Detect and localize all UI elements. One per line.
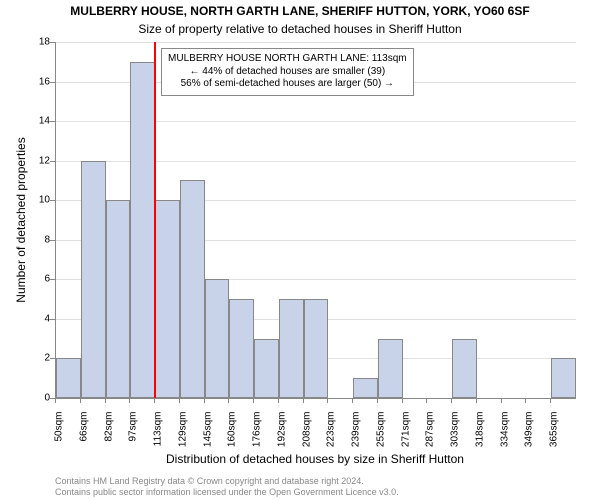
credits: Contains HM Land Registry data © Crown c… [55, 476, 575, 498]
histogram-bar [56, 358, 81, 398]
xtick-label: 208sqm [301, 412, 312, 472]
xtick-label: 176sqm [252, 412, 263, 472]
histogram-bar [378, 339, 403, 398]
ytick-label: 6 [20, 274, 50, 285]
ytick-label: 0 [20, 393, 50, 404]
ytick-mark [50, 42, 55, 43]
ytick-mark [50, 82, 55, 83]
ytick-mark [50, 121, 55, 122]
histogram-bar [254, 339, 279, 398]
ytick-mark [50, 319, 55, 320]
ytick-label: 16 [20, 76, 50, 87]
xtick-mark [377, 398, 378, 403]
xtick-label: 50sqm [54, 412, 65, 472]
annotation-line: 56% of semi-detached houses are larger (… [168, 78, 407, 91]
xtick-label: 145sqm [202, 412, 213, 472]
xtick-mark [55, 398, 56, 403]
histogram-bar [229, 299, 254, 398]
xtick-mark [303, 398, 304, 403]
ytick-mark [50, 279, 55, 280]
xtick-label: 255sqm [375, 412, 386, 472]
ytick-label: 4 [20, 313, 50, 324]
plot-area: MULBERRY HOUSE NORTH GARTH LANE: 113sqm←… [55, 42, 576, 399]
annotation-box: MULBERRY HOUSE NORTH GARTH LANE: 113sqm←… [161, 48, 414, 96]
xtick-label: 82sqm [103, 412, 114, 472]
xtick-label: 349sqm [524, 412, 535, 472]
xtick-mark [278, 398, 279, 403]
ytick-label: 10 [20, 195, 50, 206]
xtick-mark [352, 398, 353, 403]
ytick-mark [50, 200, 55, 201]
y-axis-label-wrap: Number of detached properties [14, 42, 28, 398]
xtick-label: 160sqm [227, 412, 238, 472]
annotation-line: ← 44% of detached houses are smaller (39… [168, 66, 407, 79]
xtick-label: 223sqm [326, 412, 337, 472]
xtick-label: 271sqm [400, 412, 411, 472]
histogram-bar [130, 62, 155, 398]
xtick-label: 239sqm [351, 412, 362, 472]
xtick-mark [327, 398, 328, 403]
histogram-bar [304, 299, 329, 398]
xtick-mark [426, 398, 427, 403]
histogram-bar [205, 279, 230, 398]
xtick-label: 113sqm [153, 412, 164, 472]
credits-line-1: Contains HM Land Registry data © Crown c… [55, 476, 575, 487]
ytick-label: 18 [20, 37, 50, 48]
annotation-line: MULBERRY HOUSE NORTH GARTH LANE: 113sqm [168, 53, 407, 66]
ytick-mark [50, 240, 55, 241]
xtick-label: 129sqm [177, 412, 188, 472]
xtick-label: 365sqm [549, 412, 560, 472]
ytick-label: 8 [20, 234, 50, 245]
ytick-label: 14 [20, 116, 50, 127]
xtick-label: 192sqm [276, 412, 287, 472]
xtick-mark [253, 398, 254, 403]
xtick-label: 318sqm [474, 412, 485, 472]
xtick-mark [451, 398, 452, 403]
chart-container: MULBERRY HOUSE, NORTH GARTH LANE, SHERIF… [0, 0, 600, 500]
ytick-mark [50, 358, 55, 359]
highlight-line [154, 42, 156, 398]
gridline [56, 42, 576, 43]
histogram-bar [180, 180, 205, 398]
xtick-label: 287sqm [425, 412, 436, 472]
xtick-mark [476, 398, 477, 403]
credits-line-2: Contains public sector information licen… [55, 487, 575, 498]
xtick-label: 97sqm [128, 412, 139, 472]
xtick-mark [179, 398, 180, 403]
xtick-mark [525, 398, 526, 403]
xtick-mark [550, 398, 551, 403]
xtick-mark [501, 398, 502, 403]
chart-title-main: MULBERRY HOUSE, NORTH GARTH LANE, SHERIF… [0, 4, 600, 18]
xtick-label: 334sqm [499, 412, 510, 472]
xtick-label: 66sqm [78, 412, 89, 472]
histogram-bar [81, 161, 106, 398]
ytick-mark [50, 161, 55, 162]
ytick-label: 12 [20, 155, 50, 166]
xtick-mark [228, 398, 229, 403]
xtick-mark [402, 398, 403, 403]
histogram-bar [551, 358, 576, 398]
histogram-bar [155, 200, 180, 398]
histogram-bar [452, 339, 477, 398]
xtick-label: 303sqm [450, 412, 461, 472]
chart-title-sub: Size of property relative to detached ho… [0, 22, 600, 36]
xtick-mark [204, 398, 205, 403]
xtick-mark [129, 398, 130, 403]
histogram-bar [106, 200, 131, 398]
ytick-label: 2 [20, 353, 50, 364]
histogram-bar [353, 378, 378, 398]
xtick-mark [105, 398, 106, 403]
histogram-bar [279, 299, 304, 398]
xtick-mark [80, 398, 81, 403]
xtick-mark [154, 398, 155, 403]
